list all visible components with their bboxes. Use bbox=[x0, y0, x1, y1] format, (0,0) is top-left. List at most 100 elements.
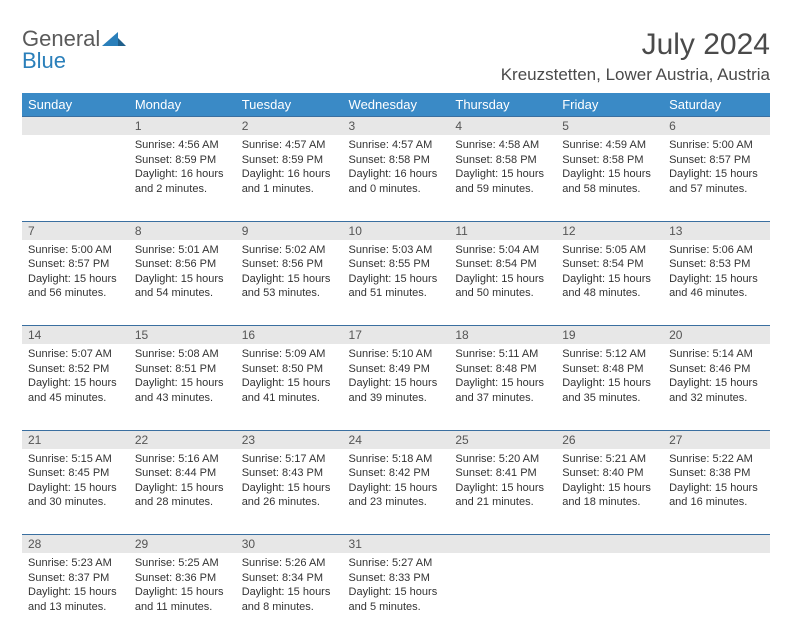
sunset-text: Sunset: 8:57 PM bbox=[28, 257, 123, 272]
sunset-text: Sunset: 8:48 PM bbox=[562, 362, 657, 377]
day-number: 3 bbox=[343, 117, 450, 136]
day-cell: Sunrise: 5:02 AMSunset: 8:56 PMDaylight:… bbox=[236, 240, 343, 326]
day-number-row: 14151617181920 bbox=[22, 326, 770, 345]
day-cell: Sunrise: 4:59 AMSunset: 8:58 PMDaylight:… bbox=[556, 135, 663, 221]
sunrise-text: Sunrise: 5:11 AM bbox=[455, 347, 550, 362]
daylight-text: and 57 minutes. bbox=[669, 182, 764, 197]
day-cell: Sunrise: 5:17 AMSunset: 8:43 PMDaylight:… bbox=[236, 449, 343, 535]
month-title: July 2024 bbox=[501, 28, 770, 62]
day-number: 31 bbox=[343, 535, 450, 554]
daylight-text: and 30 minutes. bbox=[28, 495, 123, 510]
sunset-text: Sunset: 8:56 PM bbox=[242, 257, 337, 272]
sunrise-text: Sunrise: 4:56 AM bbox=[135, 138, 230, 153]
day-number: 18 bbox=[449, 326, 556, 345]
day-cell: Sunrise: 5:18 AMSunset: 8:42 PMDaylight:… bbox=[343, 449, 450, 535]
sunrise-text: Sunrise: 5:27 AM bbox=[349, 556, 444, 571]
daylight-text: Daylight: 16 hours bbox=[242, 167, 337, 182]
day-number: 4 bbox=[449, 117, 556, 136]
day-content-row: Sunrise: 5:00 AMSunset: 8:57 PMDaylight:… bbox=[22, 240, 770, 326]
day-cell: Sunrise: 5:26 AMSunset: 8:34 PMDaylight:… bbox=[236, 553, 343, 639]
day-cell: Sunrise: 5:07 AMSunset: 8:52 PMDaylight:… bbox=[22, 344, 129, 430]
day-number: 27 bbox=[663, 430, 770, 449]
sunset-text: Sunset: 8:50 PM bbox=[242, 362, 337, 377]
day-number: 24 bbox=[343, 430, 450, 449]
sunrise-text: Sunrise: 5:06 AM bbox=[669, 243, 764, 258]
day-content-row: Sunrise: 5:07 AMSunset: 8:52 PMDaylight:… bbox=[22, 344, 770, 430]
brand-text: General Blue bbox=[22, 28, 100, 72]
day-number-row: 28293031 bbox=[22, 535, 770, 554]
sunrise-text: Sunrise: 5:00 AM bbox=[669, 138, 764, 153]
sunrise-text: Sunrise: 5:20 AM bbox=[455, 452, 550, 467]
daylight-text: Daylight: 15 hours bbox=[135, 376, 230, 391]
sunset-text: Sunset: 8:44 PM bbox=[135, 466, 230, 481]
day-number bbox=[556, 535, 663, 554]
sunset-text: Sunset: 8:54 PM bbox=[455, 257, 550, 272]
sunset-text: Sunset: 8:53 PM bbox=[669, 257, 764, 272]
sunrise-text: Sunrise: 5:17 AM bbox=[242, 452, 337, 467]
sunset-text: Sunset: 8:40 PM bbox=[562, 466, 657, 481]
sunset-text: Sunset: 8:45 PM bbox=[28, 466, 123, 481]
daylight-text: Daylight: 15 hours bbox=[669, 167, 764, 182]
daylight-text: Daylight: 15 hours bbox=[455, 481, 550, 496]
title-block: July 2024 Kreuzstetten, Lower Austria, A… bbox=[501, 28, 770, 85]
daylight-text: Daylight: 15 hours bbox=[135, 585, 230, 600]
day-content-row: Sunrise: 5:15 AMSunset: 8:45 PMDaylight:… bbox=[22, 449, 770, 535]
daylight-text: Daylight: 15 hours bbox=[455, 167, 550, 182]
day-number: 1 bbox=[129, 117, 236, 136]
day-cell: Sunrise: 5:00 AMSunset: 8:57 PMDaylight:… bbox=[22, 240, 129, 326]
daylight-text: Daylight: 15 hours bbox=[562, 167, 657, 182]
daylight-text: and 39 minutes. bbox=[349, 391, 444, 406]
sunset-text: Sunset: 8:51 PM bbox=[135, 362, 230, 377]
sunset-text: Sunset: 8:36 PM bbox=[135, 571, 230, 586]
sunrise-text: Sunrise: 5:09 AM bbox=[242, 347, 337, 362]
sunrise-text: Sunrise: 5:05 AM bbox=[562, 243, 657, 258]
sunrise-text: Sunrise: 4:59 AM bbox=[562, 138, 657, 153]
day-number: 20 bbox=[663, 326, 770, 345]
day-cell: Sunrise: 5:01 AMSunset: 8:56 PMDaylight:… bbox=[129, 240, 236, 326]
daylight-text: Daylight: 15 hours bbox=[562, 272, 657, 287]
weekday-header: Monday bbox=[129, 93, 236, 117]
daylight-text: Daylight: 15 hours bbox=[242, 481, 337, 496]
sunrise-text: Sunrise: 5:14 AM bbox=[669, 347, 764, 362]
day-cell: Sunrise: 4:58 AMSunset: 8:58 PMDaylight:… bbox=[449, 135, 556, 221]
day-cell: Sunrise: 5:22 AMSunset: 8:38 PMDaylight:… bbox=[663, 449, 770, 535]
sunrise-text: Sunrise: 5:25 AM bbox=[135, 556, 230, 571]
weekday-header: Wednesday bbox=[343, 93, 450, 117]
day-number: 29 bbox=[129, 535, 236, 554]
day-cell: Sunrise: 5:08 AMSunset: 8:51 PMDaylight:… bbox=[129, 344, 236, 430]
sunrise-text: Sunrise: 5:18 AM bbox=[349, 452, 444, 467]
daylight-text: Daylight: 15 hours bbox=[669, 272, 764, 287]
daylight-text: and 32 minutes. bbox=[669, 391, 764, 406]
header: General Blue July 2024 Kreuzstetten, Low… bbox=[22, 28, 770, 85]
day-cell: Sunrise: 5:16 AMSunset: 8:44 PMDaylight:… bbox=[129, 449, 236, 535]
day-number-row: 21222324252627 bbox=[22, 430, 770, 449]
day-number: 22 bbox=[129, 430, 236, 449]
location: Kreuzstetten, Lower Austria, Austria bbox=[501, 65, 770, 85]
brand-logo: General Blue bbox=[22, 28, 128, 72]
day-cell: Sunrise: 5:04 AMSunset: 8:54 PMDaylight:… bbox=[449, 240, 556, 326]
weekday-header-row: SundayMondayTuesdayWednesdayThursdayFrid… bbox=[22, 93, 770, 117]
daylight-text: and 16 minutes. bbox=[669, 495, 764, 510]
calendar-table: SundayMondayTuesdayWednesdayThursdayFrid… bbox=[22, 93, 770, 639]
daylight-text: and 54 minutes. bbox=[135, 286, 230, 301]
sunrise-text: Sunrise: 5:21 AM bbox=[562, 452, 657, 467]
sunrise-text: Sunrise: 5:12 AM bbox=[562, 347, 657, 362]
daylight-text: Daylight: 15 hours bbox=[562, 481, 657, 496]
day-number: 14 bbox=[22, 326, 129, 345]
day-cell: Sunrise: 5:27 AMSunset: 8:33 PMDaylight:… bbox=[343, 553, 450, 639]
sunset-text: Sunset: 8:58 PM bbox=[562, 153, 657, 168]
day-content-row: Sunrise: 4:56 AMSunset: 8:59 PMDaylight:… bbox=[22, 135, 770, 221]
day-cell: Sunrise: 5:11 AMSunset: 8:48 PMDaylight:… bbox=[449, 344, 556, 430]
daylight-text: Daylight: 15 hours bbox=[135, 481, 230, 496]
day-number: 12 bbox=[556, 221, 663, 240]
sunset-text: Sunset: 8:59 PM bbox=[242, 153, 337, 168]
day-number: 17 bbox=[343, 326, 450, 345]
day-number: 8 bbox=[129, 221, 236, 240]
day-number bbox=[449, 535, 556, 554]
day-cell: Sunrise: 5:00 AMSunset: 8:57 PMDaylight:… bbox=[663, 135, 770, 221]
day-number: 10 bbox=[343, 221, 450, 240]
daylight-text: and 46 minutes. bbox=[669, 286, 764, 301]
sunrise-text: Sunrise: 5:04 AM bbox=[455, 243, 550, 258]
sunrise-text: Sunrise: 5:22 AM bbox=[669, 452, 764, 467]
day-cell: Sunrise: 5:25 AMSunset: 8:36 PMDaylight:… bbox=[129, 553, 236, 639]
